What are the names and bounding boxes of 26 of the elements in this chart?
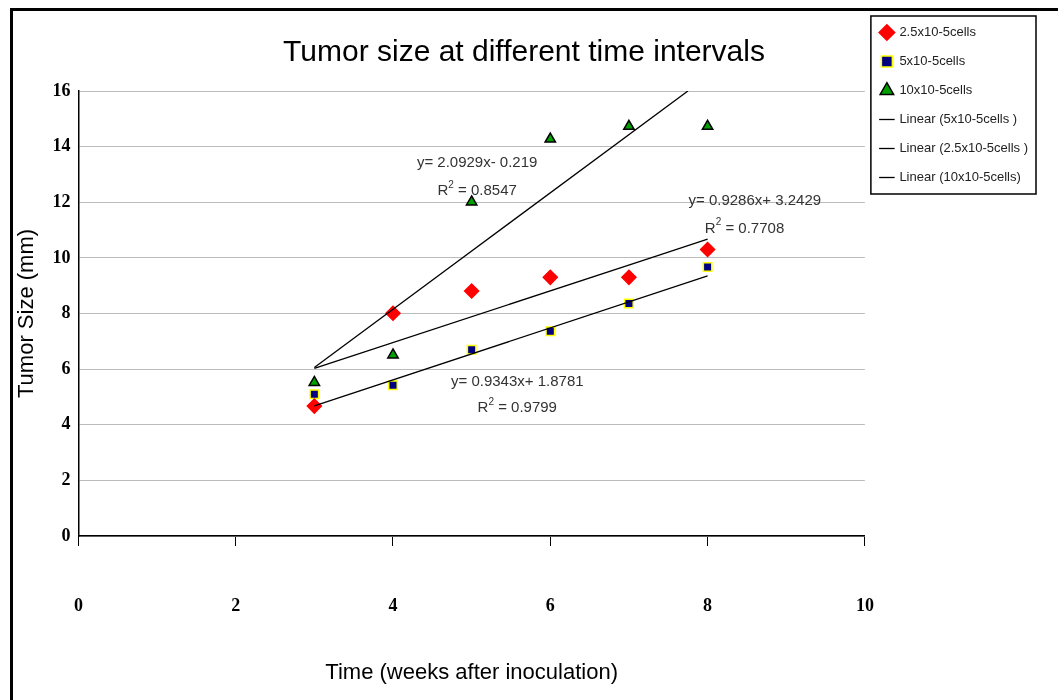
x-tick-label: 10 (855, 595, 874, 616)
y-tick-label: 0 (61, 524, 71, 545)
legend-label: 10x10-5cells (899, 82, 973, 98)
y-axis-title: Tumor Size (mm) (13, 228, 39, 399)
y-tick-label: 6 (61, 357, 71, 378)
x-tick-label: 8 (703, 595, 713, 616)
x-axis-title: Time (weeks after inoculation) (325, 658, 618, 684)
y-tick-label: 2 (61, 469, 71, 490)
legend-label: Linear (2.5x10-5cells ) (899, 140, 1029, 156)
y-tick-label: 16 (52, 79, 71, 100)
annotation: y= 0.9343x+ 1.8781 (450, 371, 584, 389)
x-tick-label: 2 (231, 595, 241, 616)
y-tick-label: 12 (52, 190, 71, 211)
y-tick-label: 4 (61, 413, 71, 434)
x-tick-label: 6 (545, 595, 555, 616)
x-tick-label: 4 (388, 595, 398, 616)
y-tick-label: 10 (52, 246, 71, 267)
chart-title: Tumor size at different time intervals (283, 34, 765, 68)
y-tick-label: 8 (61, 302, 71, 323)
y-tick-label: 14 (52, 135, 71, 156)
annotation: y= 0.9286x+ 3.2429 (688, 191, 822, 209)
legend-label: 2.5x10-5cells (899, 24, 977, 40)
annotation: y= 2.0929x- 0.219 (416, 153, 538, 171)
legend-label: Linear (5x10-5cells ) (899, 111, 1018, 127)
legend-label: Linear (10x10-5cells) (899, 169, 1021, 185)
legend-label: 5x10-5cells (899, 53, 966, 69)
